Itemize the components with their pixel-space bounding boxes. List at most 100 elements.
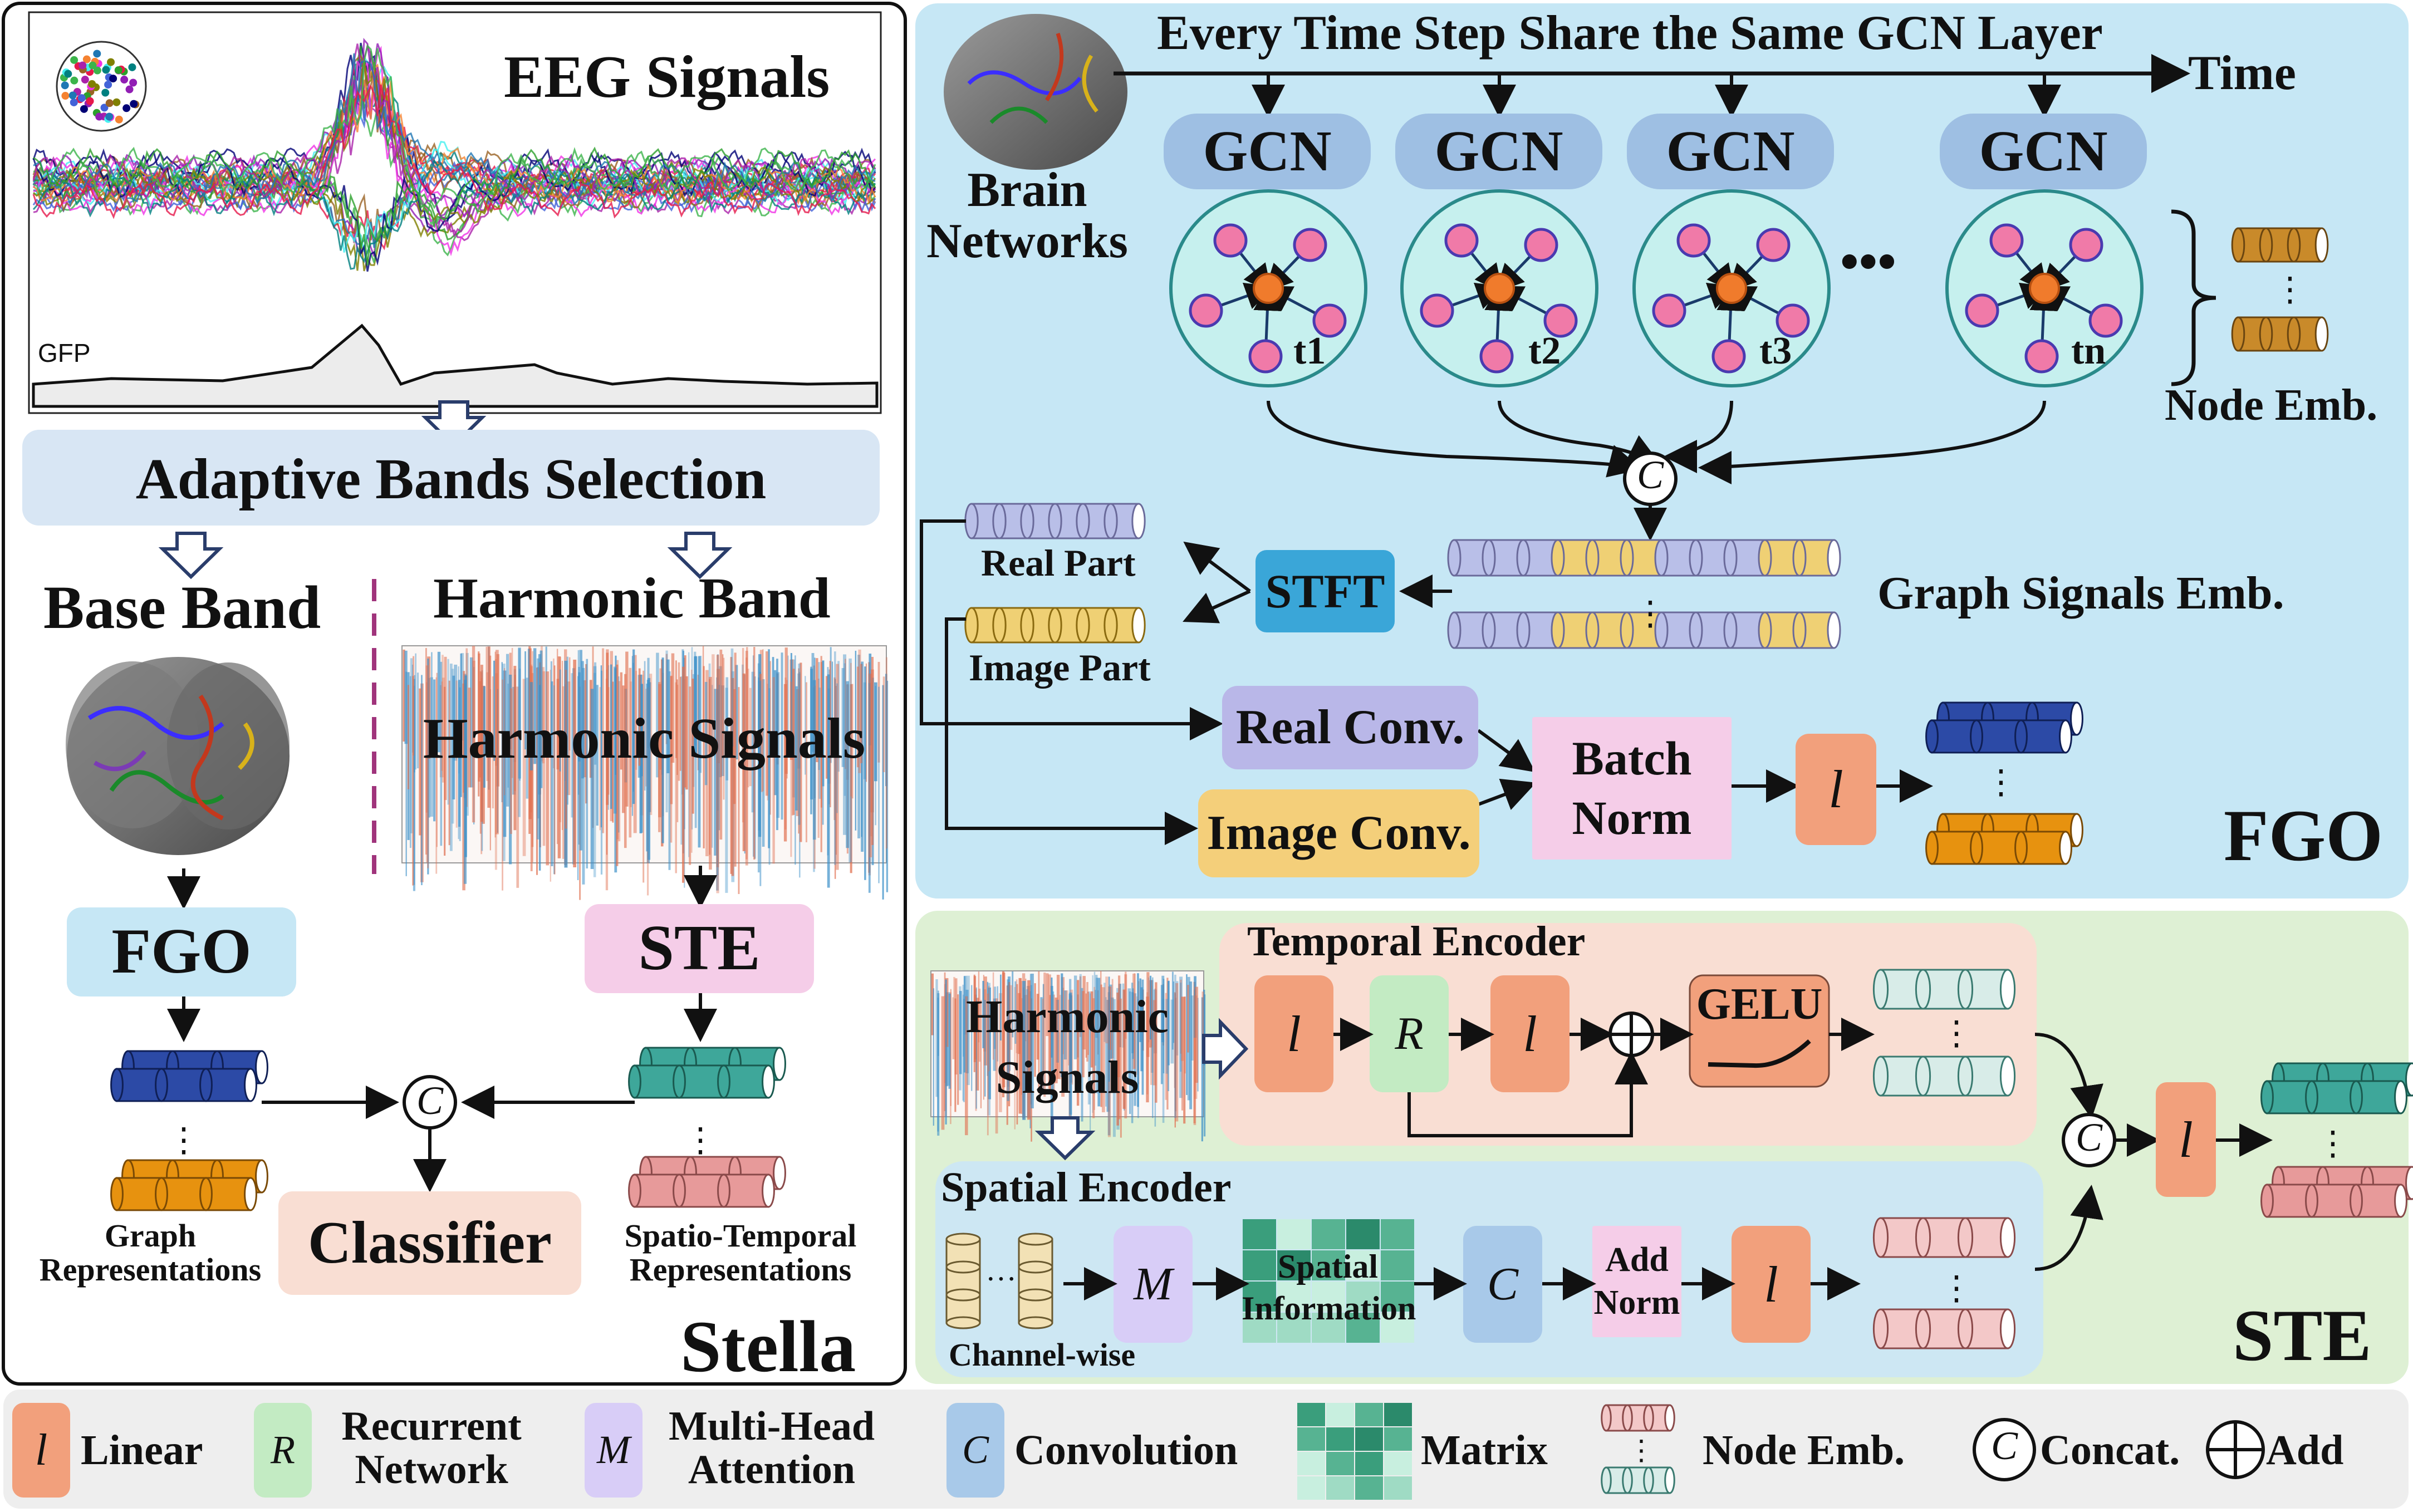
eeg-chart: [28, 11, 882, 414]
gfp-curve: [32, 323, 879, 408]
legend-linear-sym: l: [35, 1426, 48, 1475]
graph-signal-cylinder: [1447, 539, 1841, 577]
image-conv-box[interactable]: [1198, 789, 1479, 877]
real-conv-box[interactable]: [1222, 686, 1478, 769]
step-tn: tn: [2071, 330, 2106, 372]
gelu-label: GELU: [1696, 980, 1823, 1029]
gcn-graph-4: [1945, 189, 2144, 387]
spatial-conv-box[interactable]: [1463, 1226, 1542, 1343]
ste-l1-label: l: [1287, 1005, 1301, 1062]
stella-fgo-box[interactable]: [67, 907, 296, 996]
step-t3: t3: [1759, 330, 1792, 372]
stella-ste-box[interactable]: [585, 904, 814, 993]
stella-ste-label: STE: [638, 912, 761, 984]
classifier-box[interactable]: [278, 1191, 581, 1295]
add-norm-box[interactable]: [1592, 1226, 1681, 1337]
embedding-cylinder: [1925, 831, 2072, 865]
channel-cylinder: [1018, 1233, 1053, 1329]
ste-r-label: R: [1395, 1007, 1424, 1059]
ste-harmonic-image: [930, 970, 1206, 1142]
gcn-label-4: GCN: [1979, 119, 2108, 184]
legend-node-emb-label: Node Emb.: [1703, 1427, 1905, 1474]
embedding-cylinder: [110, 1068, 257, 1102]
spatial-info-label: Spatial Information: [1242, 1248, 1416, 1327]
gcn-label-1: GCN: [1203, 119, 1332, 184]
node-emb-bracket: [2171, 209, 2216, 386]
fgo-name: FGO: [2224, 794, 2383, 876]
legend-concat-label: Concat.: [2040, 1427, 2180, 1474]
embedding-cylinder: [628, 1064, 775, 1099]
legend-conv-icon: [946, 1403, 1004, 1498]
legend-conv-sym: C: [962, 1427, 989, 1472]
legend-concat-sym: C: [1990, 1423, 2018, 1468]
temporal-encoder-label: Temporal Encoder: [1247, 918, 1586, 965]
legend-mha-icon: [585, 1403, 643, 1498]
ste-linear-3[interactable]: [1732, 1226, 1811, 1343]
channel-wise-label: Channel-wise: [949, 1337, 1136, 1373]
legend-concat-icon: [1973, 1418, 2036, 1481]
ste-l3-label: l: [1764, 1255, 1778, 1313]
stft-label: STFT: [1265, 564, 1385, 618]
gcn-box-4: [1940, 114, 2147, 189]
gelu-curve: [1708, 1039, 1811, 1068]
ste-l2-label: l: [1523, 1005, 1537, 1062]
gcn-box-2: [1395, 114, 1602, 189]
fgo-linear-box[interactable]: [1796, 734, 1876, 845]
brain-networks-label: Brain Networks: [926, 163, 1128, 269]
embedding-cylinder: [964, 503, 1146, 539]
ste-c-label: C: [1487, 1258, 1519, 1310]
svg-text:⋮: ⋮: [2316, 1125, 2350, 1162]
add-norm-label: Add Norm: [1593, 1240, 1680, 1322]
node-emb-label: Node Emb.: [2165, 381, 2378, 430]
embedding-cylinder: [1925, 719, 2072, 754]
ste-linear-out[interactable]: [2156, 1082, 2216, 1197]
hollow-arrow-icon: [1034, 1018, 1249, 1161]
fgo-concat-icon: [1623, 451, 1678, 506]
stft-box[interactable]: [1255, 550, 1395, 632]
embedding-cylinder: [964, 607, 1146, 644]
ste-concat-icon: [2062, 1113, 2116, 1167]
mha-box[interactable]: [1114, 1226, 1193, 1343]
ste-recurrent[interactable]: [1370, 975, 1449, 1092]
brain-image: [66, 657, 290, 855]
svg-text:⋮: ⋮: [1984, 764, 2018, 801]
channel-cylinder: [945, 1233, 981, 1329]
embedding-cylinder: [2260, 1080, 2407, 1115]
embedding-cylinder: [2272, 1062, 2413, 1097]
gcn-label-3: GCN: [1666, 119, 1795, 184]
ste-lout-label: l: [2179, 1111, 2193, 1168]
brain-networks-image: [944, 14, 1127, 170]
concat-icon: [403, 1075, 457, 1130]
harmonic-signals-image: [401, 645, 889, 900]
embedding-cylinder: [1872, 969, 2016, 1010]
fgo-linear-label: l: [1828, 759, 1843, 819]
step-t1: t1: [1293, 330, 1326, 372]
st-rep-label: Spatio-Temporal Representations: [624, 1218, 857, 1288]
batch-norm-box[interactable]: [1532, 717, 1732, 860]
embedding-cylinder: [1872, 1056, 2016, 1097]
mha-label: M: [1134, 1258, 1173, 1310]
svg-text:⋮: ⋮: [684, 1122, 717, 1158]
legend-recurrent-label: Recurrent Network: [341, 1403, 522, 1493]
ste-linear-2[interactable]: [1490, 975, 1570, 1092]
real-conv-label: Real Conv.: [1235, 700, 1465, 754]
adaptive-box: [22, 430, 880, 526]
embedding-cylinder: [110, 1177, 257, 1211]
embedding-cylinder: [1872, 1308, 2016, 1349]
step-t2: t2: [1528, 330, 1561, 372]
real-part-label: Real Part: [981, 542, 1136, 584]
svg-text:···: ···: [985, 1262, 1017, 1297]
gcn-box-3: [1627, 114, 1834, 189]
embedding-cylinder: [2260, 1184, 2407, 1218]
graph-signals-label: Graph Signals Emb.: [1877, 567, 2284, 619]
legend-matrix-label: Matrix: [1421, 1427, 1548, 1474]
gcn-graph-2: [1400, 189, 1598, 387]
harmonic-signals-label: Harmonic Signals: [423, 706, 866, 770]
graph-signal-cylinder: [1447, 611, 1841, 649]
gcn-box-1: [1164, 114, 1371, 189]
gfp-label: GFP: [38, 338, 91, 367]
svg-text:⋮: ⋮: [167, 1122, 200, 1158]
ste-linear-1[interactable]: [1254, 975, 1333, 1092]
ste-concat-label: C: [2075, 1115, 2103, 1160]
legend-linear-icon: [12, 1403, 70, 1498]
